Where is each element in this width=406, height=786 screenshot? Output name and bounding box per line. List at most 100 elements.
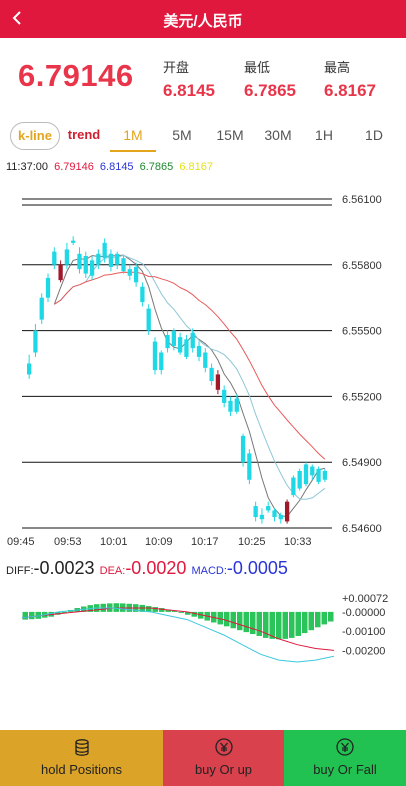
open-label: 开盘 — [163, 60, 190, 75]
quote-panel: 6.79146 开盘 6.8145 最低 6.7865 最高 6.8167 — [0, 38, 406, 118]
macd-bar — [217, 611, 223, 625]
low-column: 最低 6.7865 — [244, 57, 296, 101]
y-tick-label: 6.55800 — [342, 260, 382, 272]
high-column: 最高 6.8167 — [324, 57, 376, 101]
candle — [190, 332, 195, 349]
candle — [178, 337, 183, 353]
macd-bar — [328, 611, 334, 622]
buy-fall-label: buy Or Fall — [313, 762, 377, 777]
macd-value: -0.0005 — [226, 558, 288, 578]
diff-label: DIFF: — [6, 565, 34, 577]
candle — [247, 453, 252, 480]
candle — [171, 330, 176, 346]
macd-histogram — [22, 603, 334, 640]
macd-bar — [243, 611, 249, 633]
open-value: 6.8145 — [163, 81, 215, 100]
y-axis-labels: 6.56100 6.55800 6.55500 6.55200 6.54900 6.546… — [342, 194, 382, 535]
macd-bar — [321, 611, 327, 625]
tab-1m[interactable]: 1M — [110, 118, 156, 152]
high-value: 6.8167 — [324, 81, 376, 100]
candle — [278, 514, 283, 520]
candle — [152, 341, 158, 371]
macd-y-tick: -0.00000 — [342, 607, 385, 619]
tab-5m[interactable]: 5M — [172, 127, 192, 143]
hold-positions-button[interactable]: hold Positions — [0, 730, 163, 786]
macd-bar — [263, 611, 269, 638]
dea-label: DEA: — [99, 565, 126, 577]
candle — [284, 501, 290, 522]
buy-up-button[interactable]: buy Or up — [163, 730, 284, 786]
macd-label: MACD: — [191, 565, 227, 577]
tab-1d[interactable]: 1D — [365, 127, 383, 143]
y-tick-label: 6.56100 — [342, 194, 382, 206]
candle — [52, 251, 57, 265]
macd-bar — [308, 611, 314, 631]
buy-up-label: buy Or up — [194, 762, 253, 777]
candle — [64, 249, 70, 265]
ohlc-readout: 11:37:00 6.79146 6.8145 6.7865 6.8167 — [6, 161, 216, 173]
candle — [77, 253, 82, 270]
macd-y-tick: +0.00072 — [342, 593, 388, 605]
candle — [203, 352, 208, 368]
candle — [266, 506, 271, 511]
candle — [209, 367, 214, 382]
ma-line-5 — [53, 254, 326, 518]
buy-fall-button[interactable]: buy Or Fall — [284, 730, 406, 786]
back-chevron-icon[interactable] — [10, 6, 30, 35]
x-tick: 10:25 — [238, 536, 266, 548]
candle — [127, 269, 132, 276]
macd-bar — [61, 611, 67, 613]
ohlc-time: 11:37:00 — [6, 161, 49, 173]
x-tick: 10:17 — [191, 536, 219, 548]
candle — [39, 297, 44, 320]
macd-bar — [172, 610, 178, 612]
x-tick: 10:33 — [284, 536, 312, 548]
macd-bar — [295, 611, 301, 636]
tab-30m[interactable]: 30M — [264, 127, 292, 143]
dea-line — [21, 607, 335, 651]
candle — [222, 389, 227, 403]
chart-tabs: k-line trend 1M 5M 15M 30M 1H 1D — [0, 118, 406, 154]
yen-down-icon — [335, 737, 355, 757]
tab-trend[interactable]: trend — [67, 127, 101, 142]
y-tick-label: 6.55500 — [342, 326, 382, 338]
ohlc-value-1: 6.79146 — [54, 161, 94, 173]
open-column: 开盘 6.8145 — [163, 57, 215, 101]
macd-bar — [55, 611, 61, 615]
candle — [240, 435, 246, 463]
candle — [58, 264, 63, 281]
candle — [102, 242, 107, 259]
x-tick: 10:01 — [100, 536, 128, 548]
macd-readout: DIFF:-0.0023 DEA:-0.0020 MACD:-0.0005 — [6, 558, 288, 579]
macd-bar — [178, 611, 184, 613]
macd-bar — [35, 611, 41, 619]
macd-bar — [269, 611, 275, 639]
candle — [196, 345, 202, 357]
candlestick-chart[interactable]: 6.56100 6.55800 6.55500 6.55200 6.54900 6.546… — [0, 170, 406, 536]
y-tick-label: 6.55200 — [342, 391, 382, 403]
macd-bar — [230, 611, 236, 629]
macd-y-labels: +0.00072 -0.00000 -0.00100 -0.00200 — [342, 593, 388, 657]
ma-line-10 — [54, 254, 326, 500]
tab-15m[interactable]: 15M — [216, 127, 244, 143]
tab-kline[interactable]: k-line — [10, 122, 60, 150]
macd-bar — [256, 611, 262, 636]
candle — [291, 477, 296, 496]
candle — [272, 510, 277, 518]
y-tick-label: 6.54600 — [342, 523, 382, 535]
macd-lines — [21, 607, 335, 663]
macd-bar — [146, 606, 152, 612]
macd-bar — [22, 611, 28, 620]
candle — [316, 468, 321, 482]
bottom-actions: hold Positions buy Or up buy Or Fall — [0, 730, 406, 786]
diff-line — [21, 607, 335, 663]
ohlc-value-3: 6.7865 — [139, 161, 174, 173]
candle — [71, 240, 76, 243]
candle — [165, 334, 170, 349]
candle — [184, 339, 189, 357]
high-label: 最高 — [324, 60, 351, 75]
yen-up-icon — [214, 737, 234, 757]
tab-1h[interactable]: 1H — [315, 127, 333, 143]
candle — [108, 253, 114, 267]
page-title: 美元/人民币 — [163, 13, 243, 30]
